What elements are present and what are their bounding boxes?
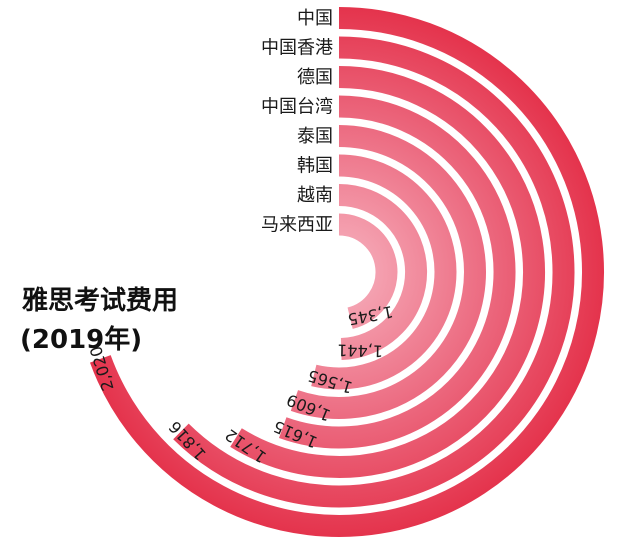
bar-4 — [279, 95, 516, 449]
category-label-7: 越南 — [297, 185, 333, 206]
value-label-7: 1,441 — [337, 340, 383, 360]
category-label-3: 德国 — [297, 67, 333, 88]
bar-6 — [311, 154, 457, 390]
category-label-2: 中国香港 — [261, 38, 333, 59]
chart-title: 雅思考试费用 — [22, 286, 178, 316]
bar-3 — [230, 66, 545, 478]
chart-subtitle: (2019年) — [20, 324, 142, 355]
bar-group — [89, 7, 604, 537]
category-label-6: 韩国 — [297, 156, 333, 177]
bar-8 — [338, 213, 398, 329]
category-label-1: 中国 — [297, 8, 333, 29]
bar-2 — [173, 36, 575, 508]
bar-1 — [89, 7, 604, 537]
category-label-4: 中国台湾 — [261, 97, 333, 118]
bar-5 — [290, 125, 486, 419]
category-label-8: 马来西亚 — [261, 215, 333, 236]
category-label-5: 泰国 — [297, 126, 333, 147]
bar-7 — [338, 184, 428, 360]
